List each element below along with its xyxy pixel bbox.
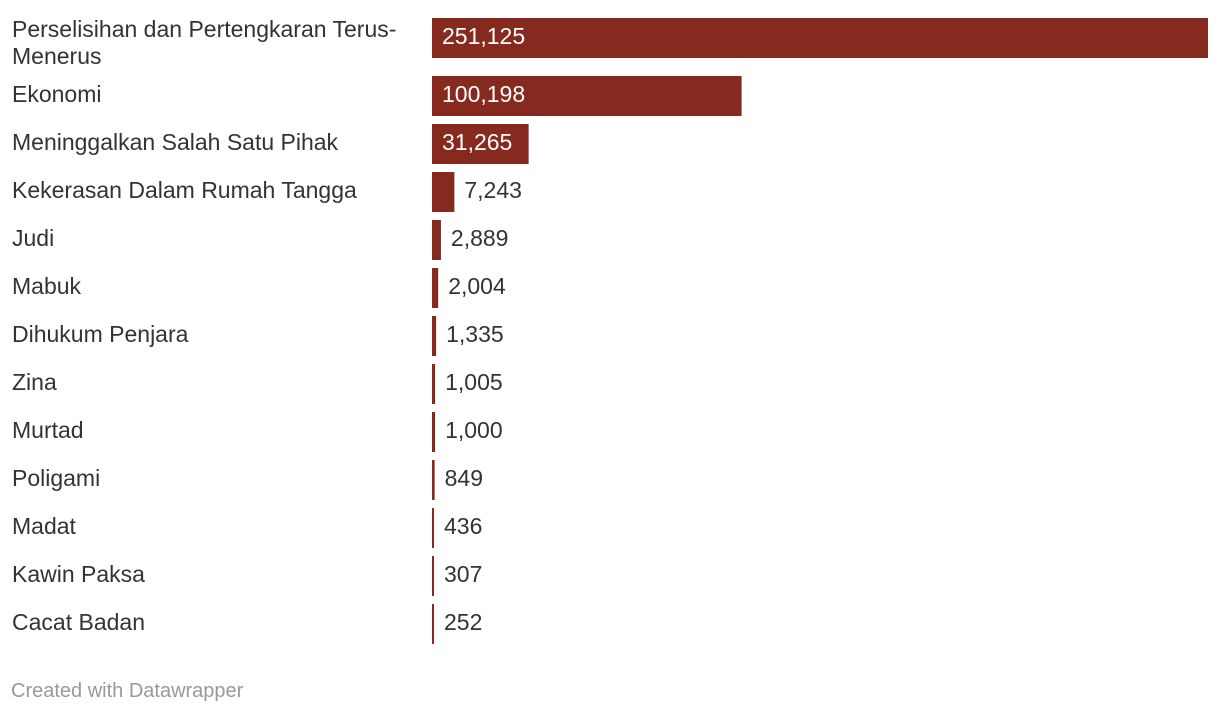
category-label: Dihukum Penjara [12, 321, 189, 347]
value-label: 436 [444, 513, 482, 539]
bar [432, 220, 441, 260]
bar [432, 18, 1208, 58]
bar [432, 316, 437, 356]
bar [432, 412, 436, 452]
value-label: 1,335 [446, 321, 504, 347]
value-label: 31,265 [442, 129, 512, 155]
category-label: Murtad [12, 417, 84, 443]
value-label: 100,198 [442, 81, 525, 107]
bar [432, 460, 435, 500]
category-label: Meninggalkan Salah Satu Pihak [12, 129, 339, 155]
value-label: 1,000 [445, 417, 503, 443]
category-label: Ekonomi [12, 81, 101, 107]
category-label: Mabuk [12, 273, 82, 299]
value-label: 2,889 [451, 225, 509, 251]
value-label: 251,125 [442, 23, 525, 49]
value-label: 7,243 [464, 177, 522, 203]
bar [432, 508, 434, 548]
value-label: 307 [444, 561, 482, 587]
category-label: Cacat Badan [12, 609, 145, 635]
bar [432, 172, 455, 212]
value-label: 2,004 [448, 273, 506, 299]
category-label: Judi [12, 225, 54, 251]
category-label: Madat [12, 513, 77, 539]
bar [432, 268, 439, 308]
category-label: Poligami [12, 465, 100, 491]
category-label: Kekerasan Dalam Rumah Tangga [12, 177, 357, 203]
category-label: Perselisihan dan Pertengkaran Terus-Mene… [12, 16, 396, 69]
bar [432, 124, 529, 164]
category-label: Zina [12, 369, 57, 395]
bar-chart: Perselisihan dan Pertengkaran Terus-Mene… [12, 16, 1208, 644]
value-label: 252 [444, 609, 482, 635]
bar [432, 76, 742, 116]
value-label: 849 [445, 465, 483, 491]
bar [432, 556, 434, 596]
credit-text: Created with Datawrapper [11, 680, 244, 702]
bar [432, 604, 434, 644]
value-label: 1,005 [445, 369, 503, 395]
category-label: Kawin Paksa [12, 561, 145, 587]
bar [432, 364, 436, 404]
